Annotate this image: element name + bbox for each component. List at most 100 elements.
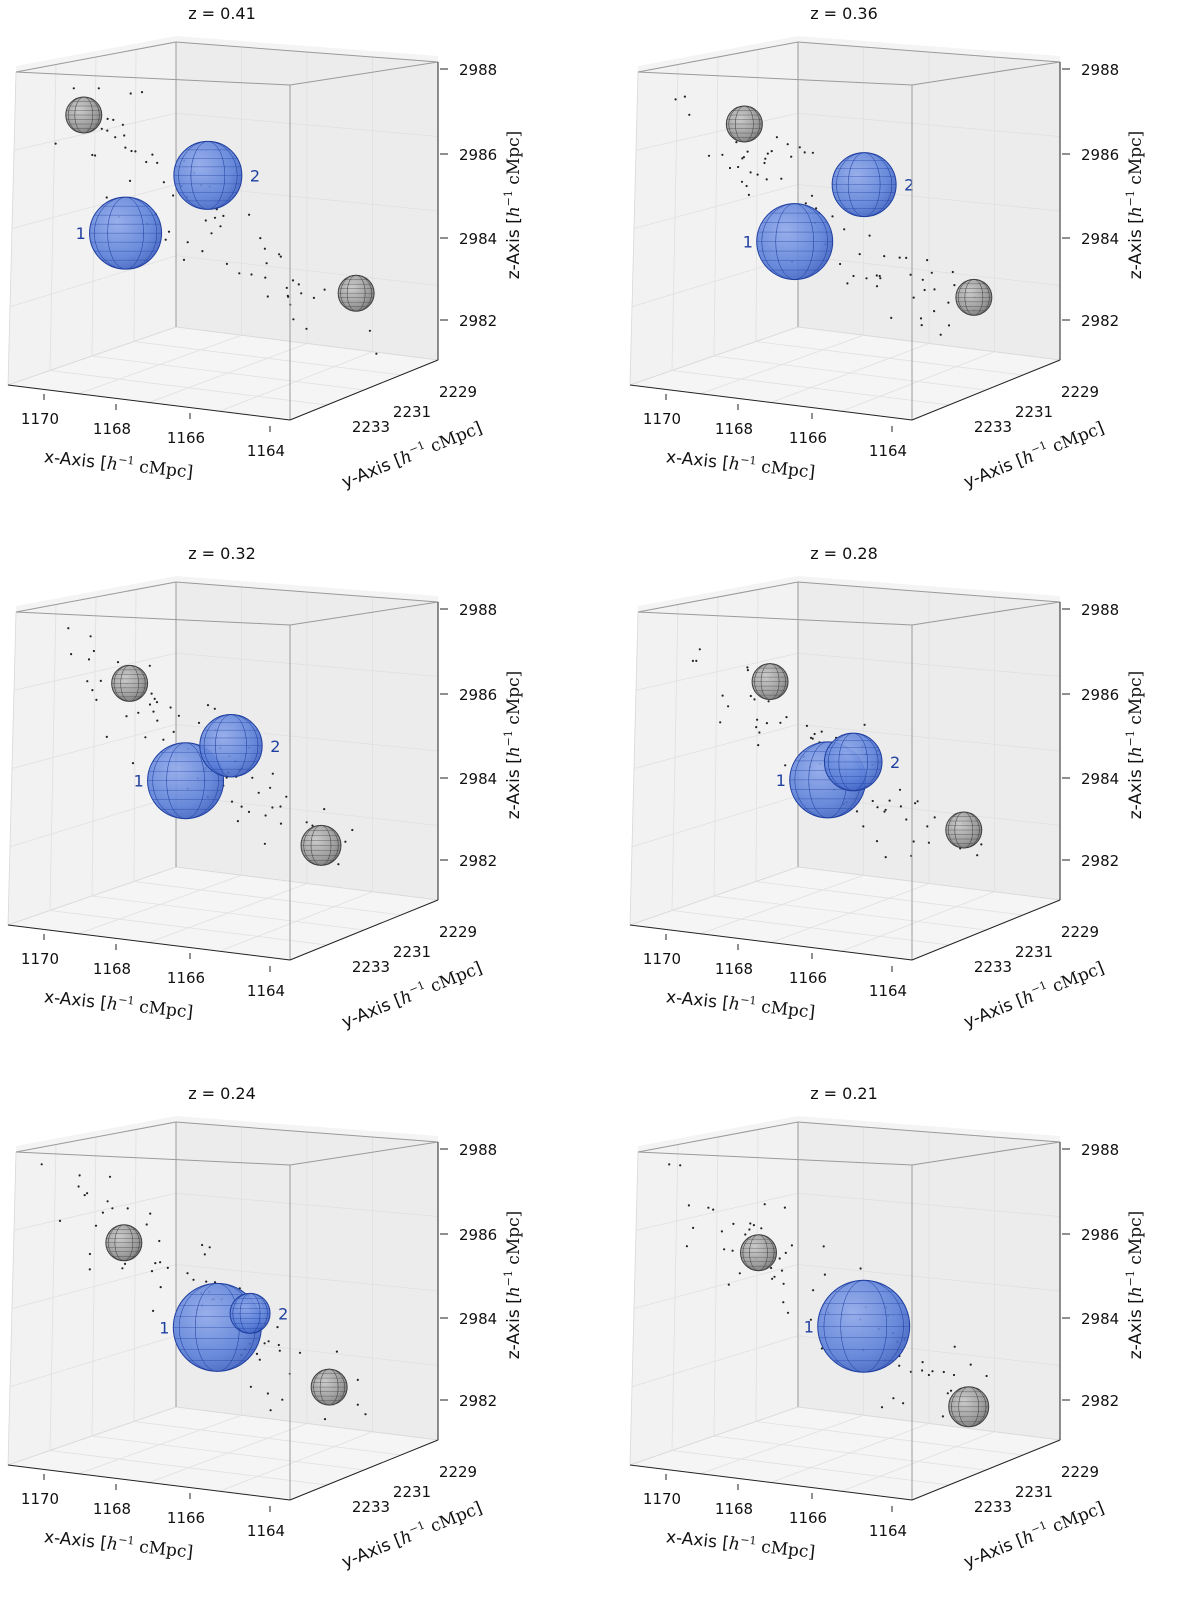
data-point [88, 1252, 91, 1256]
data-point [356, 1403, 359, 1406]
data-point [890, 316, 893, 319]
data-point [86, 1192, 89, 1195]
data-point [823, 1273, 826, 1276]
y-axis-line [911, 899, 1061, 961]
data-point [765, 722, 768, 725]
x-axis-label: x-Axis [h−1 cMpc] [665, 1525, 816, 1563]
data-point [815, 207, 818, 210]
data-point [248, 213, 251, 216]
data-point [287, 295, 290, 298]
y-axis-label-prefix: y-Axis [ [339, 451, 405, 493]
data-point [94, 1224, 98, 1227]
data-point [54, 142, 57, 145]
data-point [790, 155, 793, 158]
y-tick-label: 2233 [974, 958, 1012, 976]
data-point [939, 333, 942, 336]
z-tick-label: 2986 [1081, 686, 1119, 704]
data-point [247, 810, 251, 813]
x-axis-label-unit-exp: −1 [740, 993, 757, 1008]
data-point [820, 730, 823, 733]
data-point [101, 1211, 104, 1214]
grid-line [133, 49, 137, 342]
z-axis-label-prefix: z-Axis [ [1126, 217, 1146, 279]
box-edge [797, 581, 1061, 603]
x-axis-label-unit-tail: cMpc] [133, 1537, 194, 1563]
data-point [926, 825, 929, 828]
data-point [351, 828, 354, 832]
y-tick-label: 2231 [1015, 403, 1053, 421]
data-point [285, 286, 288, 289]
pane-top-strip [638, 36, 1060, 72]
x-tick-label: 1170 [21, 1490, 59, 1508]
z-axis-label-unit-tail: cMpc] [504, 1211, 524, 1270]
data-point [249, 1385, 252, 1388]
data-point [892, 1397, 895, 1400]
data-point [809, 1318, 812, 1321]
x-tick-label: 1164 [247, 1522, 285, 1540]
data-point [719, 721, 722, 724]
y-axis-line [911, 1439, 1061, 1501]
data-point [862, 825, 865, 828]
grid-line [11, 1264, 177, 1309]
data-point [162, 181, 165, 184]
grid-line [9, 795, 177, 848]
data-point [758, 731, 761, 734]
halo-sphere-2: 2 [199, 714, 280, 778]
data-point [782, 1282, 785, 1285]
data-point [128, 179, 132, 182]
data-point [153, 697, 156, 700]
data-point [780, 1269, 784, 1272]
data-point [752, 1224, 755, 1227]
grid [631, 47, 1061, 412]
x-axis-line [7, 1464, 291, 1501]
data-point [747, 193, 750, 196]
chart-title: z = 0.24 [188, 1084, 256, 1103]
z-axis-label: z-Axis [h−1 cMpc] [502, 1211, 524, 1360]
data-point [976, 854, 979, 857]
box-edge [637, 1121, 799, 1153]
data-point [105, 735, 108, 738]
z-axis-label: z-Axis [h−1 cMpc] [1124, 671, 1146, 820]
data-point [259, 237, 262, 240]
data-point [264, 276, 267, 279]
data-point [921, 1369, 924, 1372]
y-axis-label-prefix: y-Axis [ [339, 1531, 405, 1573]
data-point [182, 258, 186, 261]
y-tick-label: 2231 [393, 943, 431, 961]
grid-line [755, 341, 1024, 376]
z-axis-label-prefix: z-Axis [ [504, 757, 524, 819]
x-tick-label: 1168 [93, 420, 131, 438]
data-point [121, 123, 124, 126]
data-point [746, 669, 749, 672]
grid [9, 47, 439, 412]
data-point [712, 1208, 715, 1211]
data-point [771, 1277, 774, 1280]
data-point [125, 715, 128, 718]
data-point [276, 1326, 279, 1329]
data-point [728, 166, 732, 170]
data-point [947, 301, 950, 304]
data-point [878, 274, 881, 278]
data-point [344, 840, 347, 843]
data-point [158, 1239, 161, 1243]
data-point [305, 821, 308, 824]
data-point [755, 726, 758, 729]
grid-line [633, 184, 799, 229]
data-point [323, 1418, 327, 1421]
data-point [767, 700, 770, 703]
data-point [803, 151, 806, 154]
data-point [279, 822, 283, 825]
data-point [790, 1244, 793, 1247]
data-point [162, 738, 165, 741]
neutral-sphere [65, 96, 103, 134]
spheres: 12 [105, 1224, 348, 1406]
x-axis-label-prefix: x-Axis [ [665, 447, 730, 473]
data-point [145, 160, 148, 164]
data-point [727, 705, 730, 708]
y-tick-label: 2231 [393, 1483, 431, 1501]
data-point [855, 810, 859, 813]
data-point [674, 98, 677, 101]
x-tick-label: 1166 [789, 969, 827, 987]
